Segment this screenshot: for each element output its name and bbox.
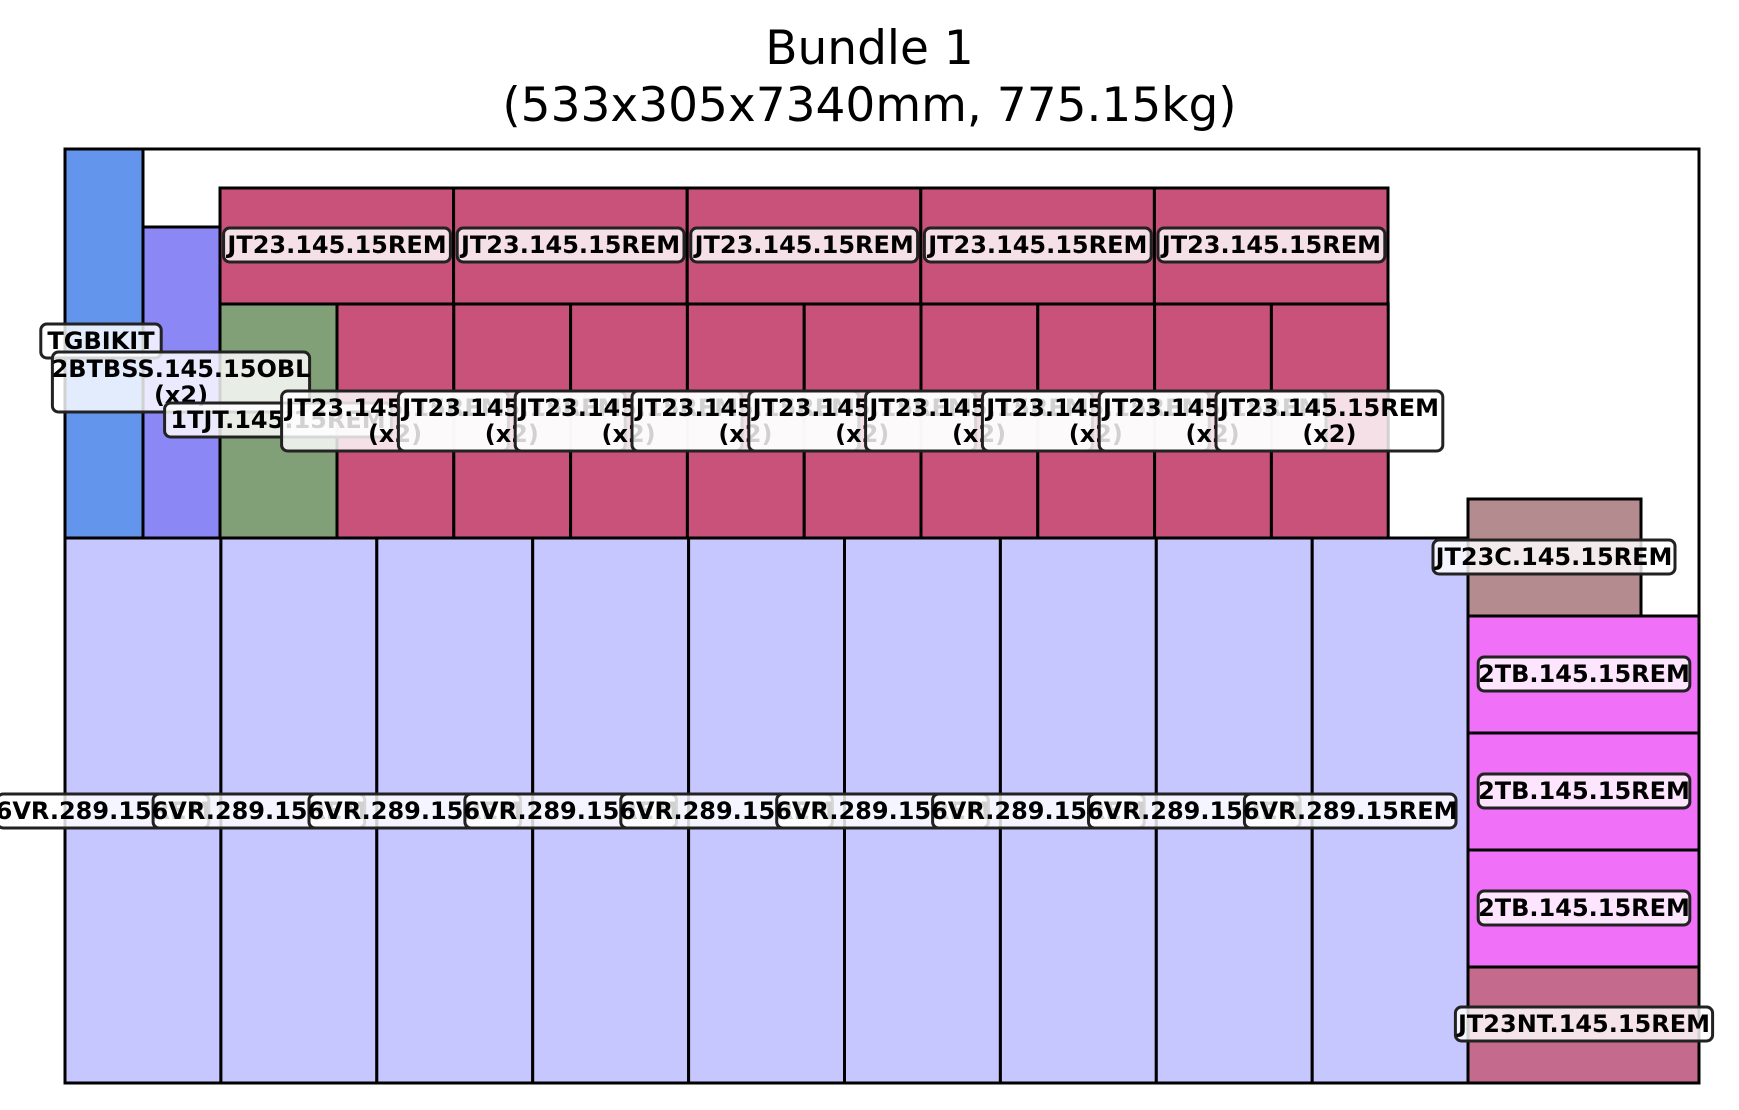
label-text: TGBIKIT	[47, 327, 155, 355]
label-jt23-mid-9: JT23.145.15REM(x2)	[1214, 389, 1445, 453]
label-text: JT23NT.145.15REM	[1456, 1010, 1710, 1038]
label-text: JT23.145.15REM	[1218, 394, 1439, 422]
bundle-dimensions: (533x305x7340mm, 775.15kg)	[502, 78, 1237, 133]
label-text: JT23.145.15REM	[1160, 231, 1381, 259]
label-box	[1156, 226, 1387, 264]
label-box	[1476, 889, 1692, 927]
label-box	[1214, 389, 1445, 453]
label-jt23-top-5: JT23.145.15REM	[1156, 226, 1387, 264]
label-jt23-top-1: JT23.145.15REM	[222, 226, 452, 264]
label-2tb-3: 2TB.145.15REM	[1476, 889, 1692, 927]
label-text: 2TB.145.15REM	[1478, 894, 1690, 922]
label-text: JT23.145.15REM	[459, 231, 680, 259]
label-jt23-top-3: JT23.145.15REM	[689, 226, 920, 264]
part-rectangles	[63, 147, 1701, 1085]
label-box	[455, 226, 686, 264]
label-6vr-9: 6VR.289.15REM	[1242, 792, 1458, 830]
label-quantity: (x2)	[1302, 420, 1356, 448]
label-box	[1431, 538, 1677, 576]
chart-title: Bundle 1 (533x305x7340mm, 775.15kg)	[0, 20, 1739, 134]
part-labels: 6VR.289.15REM6VR.289.15REM6VR.289.15REM6…	[0, 226, 1715, 1043]
label-text: JT23C.145.15REM	[1434, 543, 1673, 571]
label-text: 6VR.289.15REM	[1243, 797, 1458, 825]
label-jt23nt: JT23NT.145.15REM	[1453, 1005, 1715, 1043]
label-jt23-top-2: JT23.145.15REM	[455, 226, 686, 264]
label-box	[1476, 772, 1692, 810]
label-2tb-2: 2TB.145.15REM	[1476, 772, 1692, 810]
label-text: 2TB.145.15REM	[1478, 777, 1690, 805]
label-text: JT23.145.15REM	[693, 231, 914, 259]
label-box	[922, 226, 1153, 264]
label-2tb-1: 2TB.145.15REM	[1476, 655, 1692, 693]
bundle-name: Bundle 1	[765, 21, 974, 76]
label-tgbikit: TGBIKIT	[39, 322, 163, 360]
label-text: 2TB.145.15REM	[1478, 660, 1690, 688]
label-jt23c: JT23C.145.15REM	[1431, 538, 1677, 576]
label-text: JT23.145.15REM	[926, 231, 1147, 259]
label-jt23-top-4: JT23.145.15REM	[922, 226, 1153, 264]
label-box	[222, 226, 452, 264]
label-box	[1242, 792, 1458, 830]
label-box	[1476, 655, 1692, 693]
label-box	[1453, 1005, 1715, 1043]
label-text: 2BTBSS.145.15OBL	[52, 355, 311, 383]
label-box	[689, 226, 920, 264]
label-text: JT23.145.15REM	[225, 231, 446, 259]
